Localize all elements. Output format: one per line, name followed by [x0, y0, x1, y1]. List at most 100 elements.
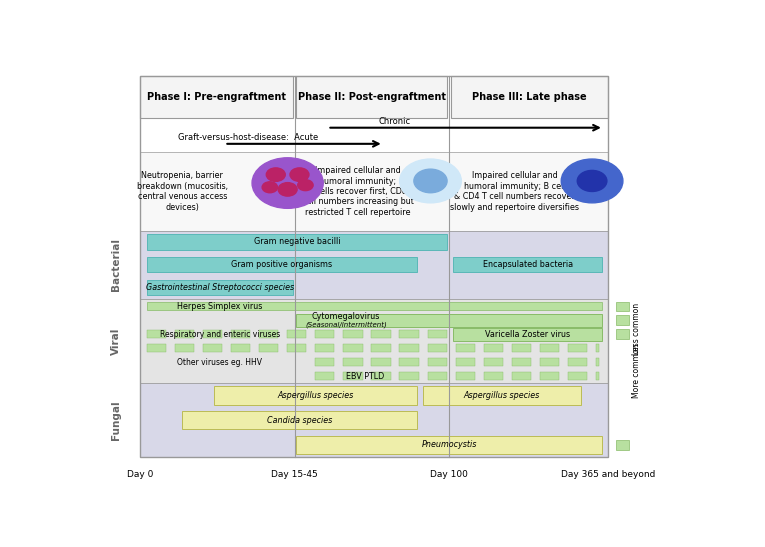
FancyBboxPatch shape	[483, 330, 503, 338]
Text: More common: More common	[632, 344, 641, 398]
Circle shape	[262, 182, 278, 193]
FancyBboxPatch shape	[140, 76, 293, 118]
Text: Candida species: Candida species	[267, 416, 332, 424]
FancyBboxPatch shape	[616, 301, 629, 311]
Text: Chronic: Chronic	[379, 117, 411, 126]
FancyBboxPatch shape	[616, 440, 629, 450]
FancyBboxPatch shape	[423, 386, 581, 405]
Text: Day 0: Day 0	[127, 470, 153, 479]
FancyBboxPatch shape	[399, 358, 418, 366]
Text: Other viruses eg. HHV: Other viruses eg. HHV	[177, 358, 262, 366]
FancyBboxPatch shape	[147, 257, 417, 272]
FancyBboxPatch shape	[512, 373, 531, 380]
FancyBboxPatch shape	[596, 344, 599, 352]
FancyBboxPatch shape	[174, 344, 194, 352]
FancyBboxPatch shape	[371, 330, 391, 338]
Text: Cytomegalovirus: Cytomegalovirus	[312, 312, 380, 321]
FancyBboxPatch shape	[456, 373, 475, 380]
FancyBboxPatch shape	[428, 358, 447, 366]
Text: Phase I: Pre-engraftment: Phase I: Pre-engraftment	[147, 92, 286, 102]
FancyBboxPatch shape	[203, 344, 222, 352]
FancyBboxPatch shape	[568, 330, 588, 338]
FancyBboxPatch shape	[296, 76, 448, 118]
FancyBboxPatch shape	[540, 344, 559, 352]
FancyBboxPatch shape	[596, 330, 599, 338]
FancyBboxPatch shape	[454, 257, 602, 272]
FancyBboxPatch shape	[296, 313, 602, 327]
FancyBboxPatch shape	[371, 358, 391, 366]
Bar	[140, 383, 608, 457]
FancyBboxPatch shape	[512, 358, 531, 366]
FancyBboxPatch shape	[616, 329, 629, 339]
FancyBboxPatch shape	[203, 330, 222, 338]
FancyBboxPatch shape	[315, 358, 334, 366]
FancyBboxPatch shape	[231, 330, 250, 338]
FancyBboxPatch shape	[287, 330, 306, 338]
Text: Bacterial: Bacterial	[112, 238, 122, 292]
FancyBboxPatch shape	[147, 330, 166, 338]
FancyBboxPatch shape	[512, 344, 531, 352]
FancyBboxPatch shape	[147, 302, 602, 310]
Text: Phase II: Post-engraftment: Phase II: Post-engraftment	[298, 92, 446, 102]
FancyBboxPatch shape	[568, 344, 588, 352]
FancyBboxPatch shape	[616, 316, 629, 325]
FancyBboxPatch shape	[483, 358, 503, 366]
Text: EBV PTLD: EBV PTLD	[346, 371, 384, 381]
FancyBboxPatch shape	[454, 328, 602, 341]
Text: Impaired cellular and
humoral immunity;
NK cells recover first, CD8 T
cell numbe: Impaired cellular and humoral immunity; …	[302, 166, 414, 217]
FancyBboxPatch shape	[540, 358, 559, 366]
Bar	[140, 153, 608, 230]
Text: Day 100: Day 100	[430, 470, 468, 479]
Text: Less common: Less common	[632, 302, 641, 354]
Text: Gastrointestinal Streptococci species: Gastrointestinal Streptococci species	[145, 283, 294, 292]
Text: Gram negative bacilli: Gram negative bacilli	[254, 237, 340, 247]
FancyBboxPatch shape	[483, 344, 503, 352]
Text: Respiratory and enteric viruses: Respiratory and enteric viruses	[160, 330, 280, 339]
FancyBboxPatch shape	[343, 358, 363, 366]
Circle shape	[298, 179, 313, 191]
Circle shape	[290, 168, 309, 182]
FancyBboxPatch shape	[451, 76, 608, 118]
Bar	[140, 76, 608, 457]
FancyBboxPatch shape	[296, 435, 602, 454]
FancyBboxPatch shape	[315, 373, 334, 380]
Circle shape	[266, 168, 285, 182]
Text: Fungal: Fungal	[112, 400, 122, 440]
FancyBboxPatch shape	[428, 330, 447, 338]
Text: Encapsulated bacteria: Encapsulated bacteria	[483, 260, 573, 269]
Text: Gram positive organisms: Gram positive organisms	[231, 260, 332, 269]
FancyBboxPatch shape	[181, 411, 417, 429]
FancyBboxPatch shape	[147, 235, 448, 249]
FancyBboxPatch shape	[456, 344, 475, 352]
Text: Pneumocystis: Pneumocystis	[422, 440, 477, 450]
Circle shape	[578, 171, 607, 191]
FancyBboxPatch shape	[259, 344, 278, 352]
Text: Varicella Zoster virus: Varicella Zoster virus	[485, 330, 570, 339]
FancyBboxPatch shape	[568, 373, 588, 380]
FancyBboxPatch shape	[428, 373, 447, 380]
Text: Day 15-45: Day 15-45	[272, 470, 318, 479]
Circle shape	[414, 169, 447, 193]
FancyBboxPatch shape	[399, 330, 418, 338]
FancyBboxPatch shape	[315, 330, 334, 338]
FancyBboxPatch shape	[428, 344, 447, 352]
Text: (Seasonal/intermittent): (Seasonal/intermittent)	[305, 321, 387, 328]
Text: Viral: Viral	[112, 328, 122, 355]
FancyBboxPatch shape	[259, 330, 278, 338]
Circle shape	[562, 159, 623, 203]
FancyBboxPatch shape	[174, 330, 194, 338]
FancyBboxPatch shape	[214, 386, 417, 405]
FancyBboxPatch shape	[343, 373, 363, 380]
Bar	[140, 230, 608, 299]
Circle shape	[399, 159, 461, 203]
FancyBboxPatch shape	[147, 344, 166, 352]
FancyBboxPatch shape	[371, 373, 391, 380]
FancyBboxPatch shape	[540, 373, 559, 380]
Text: Neutropenia, barrier
breakdown (mucositis,
central venous access
devices): Neutropenia, barrier breakdown (mucositi…	[137, 171, 228, 212]
Bar	[140, 299, 608, 383]
FancyBboxPatch shape	[483, 373, 503, 380]
FancyBboxPatch shape	[456, 358, 475, 366]
Text: Graft-versus-host-disease:  Acute: Graft-versus-host-disease: Acute	[177, 133, 317, 142]
Text: Herpes Simplex virus: Herpes Simplex virus	[177, 301, 262, 311]
FancyBboxPatch shape	[315, 344, 334, 352]
